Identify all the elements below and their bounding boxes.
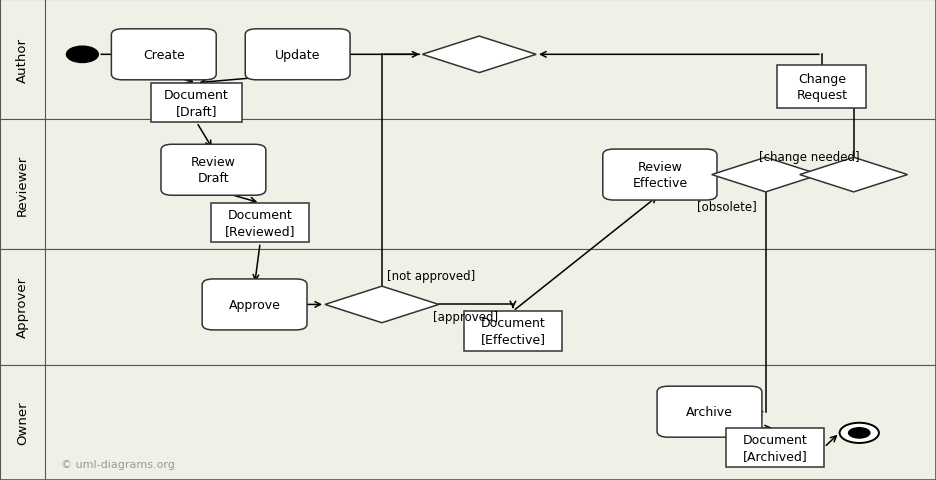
Text: Reviewer: Reviewer [16,154,29,216]
Bar [212,204,310,243]
Bar [0,120,936,250]
Bar [726,428,824,467]
Bar [0,365,45,480]
Text: [approved]: [approved] [433,310,499,324]
Bar [0,0,936,120]
Bar [0,250,45,365]
FancyBboxPatch shape [657,386,762,437]
Text: Change
Request: Change Request [797,73,847,102]
Bar [0,250,936,365]
Bar [778,66,867,108]
Text: Approve: Approve [228,298,281,312]
Text: Review
Draft: Review Draft [191,156,236,185]
Bar [0,365,936,480]
FancyBboxPatch shape [202,279,307,330]
Text: Author: Author [16,37,29,83]
Bar [0,0,45,120]
Text: [obsolete]: [obsolete] [696,200,756,213]
Text: Approver: Approver [16,276,29,338]
Text: Create: Create [143,48,184,62]
Text: Archive: Archive [686,405,733,419]
Bar [464,312,563,351]
FancyBboxPatch shape [161,145,266,196]
Text: © uml-diagrams.org: © uml-diagrams.org [61,459,175,469]
Text: Owner: Owner [16,401,29,444]
Circle shape [66,47,98,63]
Polygon shape [711,158,820,192]
Text: [change needed]: [change needed] [759,150,860,164]
Circle shape [840,423,879,443]
Text: Review
Effective: Review Effective [633,161,687,190]
FancyBboxPatch shape [245,30,350,81]
Bar [151,84,242,123]
Text: Update: Update [275,48,320,62]
FancyBboxPatch shape [111,30,216,81]
Text: Document
[Reviewed]: Document [Reviewed] [225,209,296,238]
Text: Document
[Archived]: Document [Archived] [742,433,808,462]
Text: Document
[Draft]: Document [Draft] [164,89,229,118]
Text: [not approved]: [not approved] [387,269,475,283]
Text: Document
[Effective]: Document [Effective] [480,317,546,346]
FancyBboxPatch shape [603,150,717,201]
Polygon shape [325,287,439,323]
Circle shape [848,427,870,439]
Bar [0,120,45,250]
Polygon shape [422,37,536,73]
Polygon shape [799,158,908,192]
